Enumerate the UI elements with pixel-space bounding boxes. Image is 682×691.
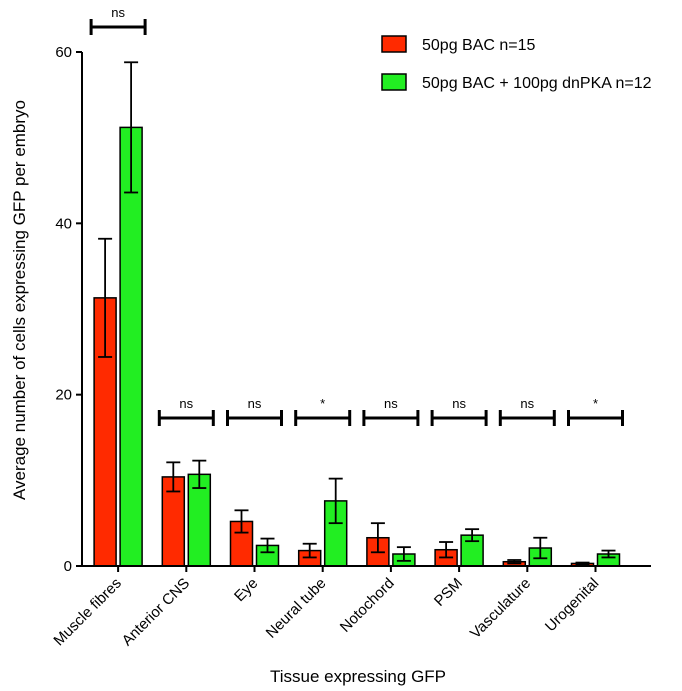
significance-layer: ns ns ns * ns ns ns * <box>89 5 624 426</box>
y-axis-title: Average number of cells expressing GFP p… <box>10 100 29 500</box>
x-tick-label: Anterior CNS <box>119 575 194 650</box>
x-tick-label: PSM <box>431 575 466 610</box>
legend: 50pg BAC n=15 50pg BAC + 100pg dnPKA n=1… <box>381 35 652 92</box>
significance-label: ns <box>384 396 398 411</box>
y-tick-label: 40 <box>55 215 72 232</box>
x-tick-label: Muscle fibres <box>50 575 125 650</box>
legend-swatch-series-1 <box>381 35 407 53</box>
significance-label: ns <box>248 396 262 411</box>
y-tick-label: 20 <box>55 387 72 404</box>
legend-label-series-2: 50pg BAC + 100pg dnPKA n=12 <box>422 75 652 92</box>
x-tick-label: Urogenital <box>542 575 602 635</box>
x-tick-label: Eye <box>231 575 261 605</box>
significance-label: * <box>320 396 325 411</box>
bars-layer <box>93 126 621 567</box>
y-tick-label: 0 <box>64 558 72 575</box>
x-axis-title: Tissue expressing GFP <box>270 667 446 686</box>
legend-swatch-series-2 <box>381 73 407 91</box>
y-tick-label: 60 <box>55 44 72 61</box>
x-tick-label: Vasculature <box>467 575 534 642</box>
significance-label: ns <box>520 396 534 411</box>
significance-label: * <box>593 396 598 411</box>
legend-label-series-1: 50pg BAC n=15 <box>422 37 536 54</box>
x-tick-label: Notochord <box>337 575 398 636</box>
y-ticks-layer: 0 20 40 60 <box>55 44 82 575</box>
significance-label: ns <box>452 396 466 411</box>
significance-label: ns <box>111 5 125 20</box>
significance-label: ns <box>179 396 193 411</box>
error-bars-layer <box>98 61 616 566</box>
x-tick-label: Neural tube <box>263 575 330 642</box>
axes-layer <box>81 52 651 567</box>
